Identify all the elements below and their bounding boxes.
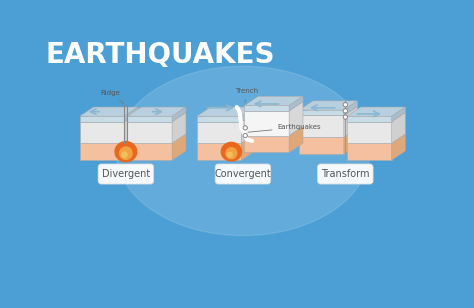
- Polygon shape: [172, 107, 186, 122]
- Polygon shape: [241, 112, 255, 143]
- Circle shape: [243, 134, 247, 137]
- Polygon shape: [347, 116, 392, 122]
- Polygon shape: [80, 143, 124, 160]
- Polygon shape: [299, 101, 358, 110]
- Polygon shape: [128, 112, 186, 122]
- Polygon shape: [344, 106, 358, 137]
- Polygon shape: [289, 102, 303, 136]
- FancyBboxPatch shape: [318, 164, 373, 184]
- Polygon shape: [392, 107, 405, 122]
- Text: Transform: Transform: [321, 169, 370, 179]
- Polygon shape: [289, 126, 303, 152]
- Polygon shape: [128, 122, 172, 143]
- Circle shape: [343, 103, 347, 107]
- Polygon shape: [241, 134, 255, 160]
- Text: EARTHQUAKES: EARTHQUAKES: [46, 41, 275, 69]
- Text: Ridge: Ridge: [100, 90, 124, 104]
- Circle shape: [345, 116, 346, 118]
- Polygon shape: [344, 101, 358, 116]
- Circle shape: [343, 115, 347, 119]
- Polygon shape: [245, 111, 289, 136]
- Ellipse shape: [116, 66, 370, 236]
- Polygon shape: [128, 116, 172, 122]
- Polygon shape: [80, 134, 138, 143]
- Polygon shape: [197, 116, 241, 122]
- Polygon shape: [289, 96, 303, 111]
- Polygon shape: [128, 143, 172, 160]
- Polygon shape: [80, 107, 138, 116]
- Circle shape: [243, 126, 247, 130]
- Polygon shape: [197, 107, 255, 116]
- Polygon shape: [245, 136, 289, 152]
- Circle shape: [244, 135, 246, 136]
- Polygon shape: [245, 102, 303, 111]
- Polygon shape: [299, 106, 358, 116]
- Polygon shape: [245, 105, 289, 111]
- Polygon shape: [347, 143, 392, 160]
- Text: Trench: Trench: [235, 88, 258, 103]
- Ellipse shape: [119, 146, 133, 160]
- Text: Convergent: Convergent: [215, 169, 271, 179]
- Polygon shape: [128, 107, 186, 116]
- Polygon shape: [347, 107, 405, 116]
- Polygon shape: [392, 134, 405, 160]
- Polygon shape: [245, 126, 303, 136]
- Polygon shape: [299, 137, 344, 154]
- Polygon shape: [80, 112, 138, 122]
- Text: Earthquakes: Earthquakes: [248, 124, 321, 132]
- Polygon shape: [347, 134, 405, 143]
- Polygon shape: [245, 96, 303, 105]
- Polygon shape: [80, 116, 124, 122]
- Ellipse shape: [227, 152, 233, 158]
- Polygon shape: [172, 134, 186, 160]
- Ellipse shape: [225, 147, 237, 159]
- Ellipse shape: [220, 142, 242, 162]
- Polygon shape: [241, 107, 255, 122]
- Polygon shape: [299, 128, 358, 137]
- Ellipse shape: [121, 151, 128, 158]
- Polygon shape: [299, 110, 344, 116]
- Polygon shape: [347, 112, 405, 122]
- Polygon shape: [197, 122, 241, 143]
- Polygon shape: [80, 122, 124, 143]
- Circle shape: [244, 127, 246, 129]
- Polygon shape: [392, 112, 405, 143]
- Polygon shape: [172, 112, 186, 143]
- Circle shape: [343, 109, 347, 113]
- Text: Divergent: Divergent: [102, 169, 150, 179]
- Polygon shape: [197, 134, 255, 143]
- Circle shape: [345, 110, 346, 112]
- FancyBboxPatch shape: [215, 164, 271, 184]
- Ellipse shape: [114, 141, 137, 163]
- Polygon shape: [128, 134, 186, 143]
- Polygon shape: [299, 116, 344, 137]
- FancyBboxPatch shape: [98, 164, 154, 184]
- Circle shape: [345, 104, 346, 106]
- Polygon shape: [344, 128, 358, 154]
- Polygon shape: [124, 107, 138, 122]
- Polygon shape: [124, 112, 138, 143]
- Polygon shape: [197, 143, 241, 160]
- Polygon shape: [347, 122, 392, 143]
- Polygon shape: [197, 112, 255, 122]
- Polygon shape: [124, 134, 138, 160]
